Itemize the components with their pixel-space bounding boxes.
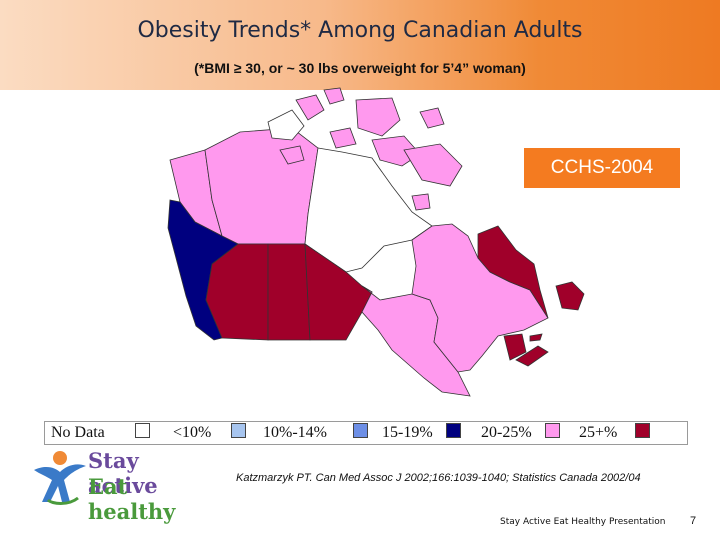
- legend-label: 20-25%: [481, 424, 532, 441]
- logo-text-eat-healthy: Eat healthy: [88, 474, 176, 524]
- region-arctic-island-5: [279, 145, 305, 165]
- logo-text-stay-active: Stay active: [88, 448, 158, 498]
- legend-label: <10%: [173, 424, 212, 441]
- legend-item-15-19: 15-19%: [382, 423, 461, 442]
- region-arctic-island-8: [403, 143, 463, 187]
- legend-label: 25+%: [579, 424, 618, 441]
- legend-label: No Data: [51, 424, 105, 441]
- legend-swatch: [545, 423, 560, 438]
- region-arctic-island-6: [329, 127, 357, 149]
- region-arctic-island-1: [267, 109, 305, 141]
- canada-map: [167, 87, 585, 397]
- region-arctic-island-2: [295, 94, 325, 121]
- legend-swatch: [231, 423, 246, 438]
- legend-item-under-10: <10%: [173, 423, 246, 442]
- region-arctic-island-4: [355, 97, 401, 137]
- region-arctic-island-10: [411, 193, 431, 211]
- region-arctic-island-3: [323, 87, 345, 105]
- region-prince-edward-island: [529, 333, 543, 342]
- runner-figure-icon: [34, 451, 86, 505]
- region-newfoundland: [555, 281, 585, 311]
- legend-item-no-data: No Data: [51, 423, 150, 442]
- region-nunavut: [304, 147, 433, 273]
- legend-swatch: [135, 423, 150, 438]
- legend-item-25-plus: 25+%: [579, 423, 650, 442]
- survey-label: CCHS-2004: [524, 148, 680, 188]
- legend-swatch: [353, 423, 368, 438]
- legend-item-20-25: 20-25%: [481, 423, 560, 442]
- title-banner: [0, 0, 720, 90]
- region-new-brunswick: [503, 333, 527, 361]
- region-arctic-island-9: [419, 107, 445, 129]
- region-nova-scotia: [515, 345, 549, 367]
- region-quebec: [411, 223, 549, 373]
- citation-text: Katzmarzyk PT. Can Med Assoc J 2002;166:…: [236, 472, 641, 484]
- footer-text: Stay Active Eat Healthy Presentation: [500, 517, 666, 527]
- region-saskatchewan: [267, 243, 311, 341]
- slide-title: Obesity Trends* Among Canadian Adults: [137, 18, 583, 43]
- legend-label: 10%-14%: [263, 424, 327, 441]
- legend-swatch: [446, 423, 461, 438]
- legend-label: 15-19%: [382, 424, 433, 441]
- map-legend: No Data <10% 10%-14% 15-19% 20-25% 25+%: [44, 421, 688, 445]
- stay-active-logo: Stay active Eat healthy: [30, 448, 200, 524]
- page-number: 7: [690, 515, 697, 527]
- slide-subtitle: (*BMI ≥ 30, or ~ 30 lbs overweight for 5…: [194, 60, 526, 76]
- region-northwest-territories: [204, 127, 319, 245]
- legend-swatch: [635, 423, 650, 438]
- legend-item-10-14: 10%-14%: [263, 423, 368, 442]
- region-labrador: [477, 225, 549, 319]
